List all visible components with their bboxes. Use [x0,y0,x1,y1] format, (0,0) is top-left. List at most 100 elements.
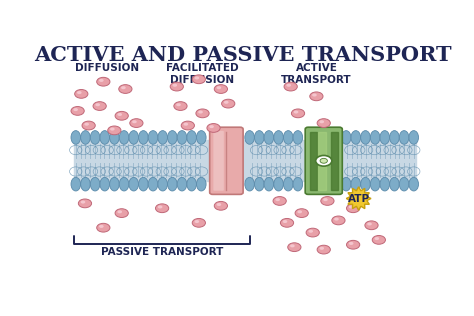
Circle shape [93,102,106,110]
Ellipse shape [119,177,129,191]
Circle shape [71,106,84,115]
Circle shape [115,112,128,120]
Ellipse shape [187,177,196,191]
Circle shape [217,86,221,89]
Circle shape [309,230,313,233]
Circle shape [316,155,332,166]
Circle shape [108,126,121,135]
Circle shape [118,113,122,116]
Circle shape [319,247,324,250]
Circle shape [170,82,183,91]
Circle shape [367,222,372,226]
Ellipse shape [293,131,302,144]
Circle shape [77,91,82,94]
Circle shape [81,201,85,204]
Ellipse shape [283,177,293,191]
Ellipse shape [399,131,409,144]
Circle shape [183,123,188,126]
Circle shape [174,102,187,110]
Ellipse shape [71,131,81,144]
Circle shape [317,119,330,127]
Bar [74,140,416,181]
Ellipse shape [148,131,158,144]
Ellipse shape [380,177,390,191]
Circle shape [349,205,354,209]
Ellipse shape [168,131,177,144]
Circle shape [281,218,293,227]
Circle shape [288,243,301,252]
FancyBboxPatch shape [210,127,243,194]
Polygon shape [346,187,371,210]
Ellipse shape [351,131,361,144]
Circle shape [224,101,228,104]
Circle shape [320,158,328,163]
Circle shape [321,197,334,205]
Circle shape [207,124,220,132]
Circle shape [286,84,291,87]
Ellipse shape [264,177,273,191]
Ellipse shape [255,131,264,144]
Ellipse shape [138,177,148,191]
Text: FACILITATED
DIFFUSION: FACILITATED DIFFUSION [166,64,239,85]
Circle shape [130,119,143,127]
Ellipse shape [91,131,100,144]
Circle shape [192,75,205,84]
Ellipse shape [361,131,370,144]
Circle shape [217,203,221,206]
Circle shape [97,77,110,86]
Circle shape [283,220,287,223]
Circle shape [295,209,308,217]
Circle shape [306,228,319,237]
Circle shape [99,79,104,82]
Ellipse shape [245,131,255,144]
Ellipse shape [390,177,399,191]
Ellipse shape [129,131,138,144]
Circle shape [176,103,181,106]
Ellipse shape [409,131,419,144]
Ellipse shape [255,177,264,191]
Circle shape [158,205,163,209]
Ellipse shape [370,131,380,144]
Circle shape [290,244,295,247]
Circle shape [73,108,78,111]
Ellipse shape [409,177,419,191]
Circle shape [121,86,126,89]
Circle shape [75,89,88,98]
Circle shape [374,237,379,240]
Ellipse shape [168,177,177,191]
Circle shape [346,204,360,213]
Circle shape [334,217,339,221]
Ellipse shape [370,177,380,191]
Ellipse shape [91,177,100,191]
Ellipse shape [351,177,361,191]
Circle shape [275,198,280,201]
Ellipse shape [264,131,273,144]
Ellipse shape [177,177,187,191]
Ellipse shape [341,177,351,191]
Circle shape [365,221,378,230]
Text: ACTIVE AND PASSIVE TRANSPORT: ACTIVE AND PASSIVE TRANSPORT [34,45,452,65]
FancyBboxPatch shape [305,127,342,194]
Circle shape [181,121,194,130]
Circle shape [155,204,169,213]
Ellipse shape [380,131,390,144]
Ellipse shape [100,177,109,191]
Text: ATP: ATP [347,193,370,204]
Ellipse shape [274,131,283,144]
Circle shape [173,84,177,87]
Circle shape [95,103,100,106]
Circle shape [297,210,302,213]
FancyBboxPatch shape [213,131,224,191]
Ellipse shape [109,177,119,191]
Ellipse shape [71,177,81,191]
Circle shape [132,120,137,123]
Circle shape [119,85,132,94]
Circle shape [118,210,122,213]
Circle shape [214,201,228,210]
Ellipse shape [109,131,119,144]
Circle shape [194,220,199,223]
Circle shape [198,111,203,113]
Text: DIFFUSION: DIFFUSION [75,64,139,73]
Ellipse shape [119,131,129,144]
Ellipse shape [158,177,167,191]
